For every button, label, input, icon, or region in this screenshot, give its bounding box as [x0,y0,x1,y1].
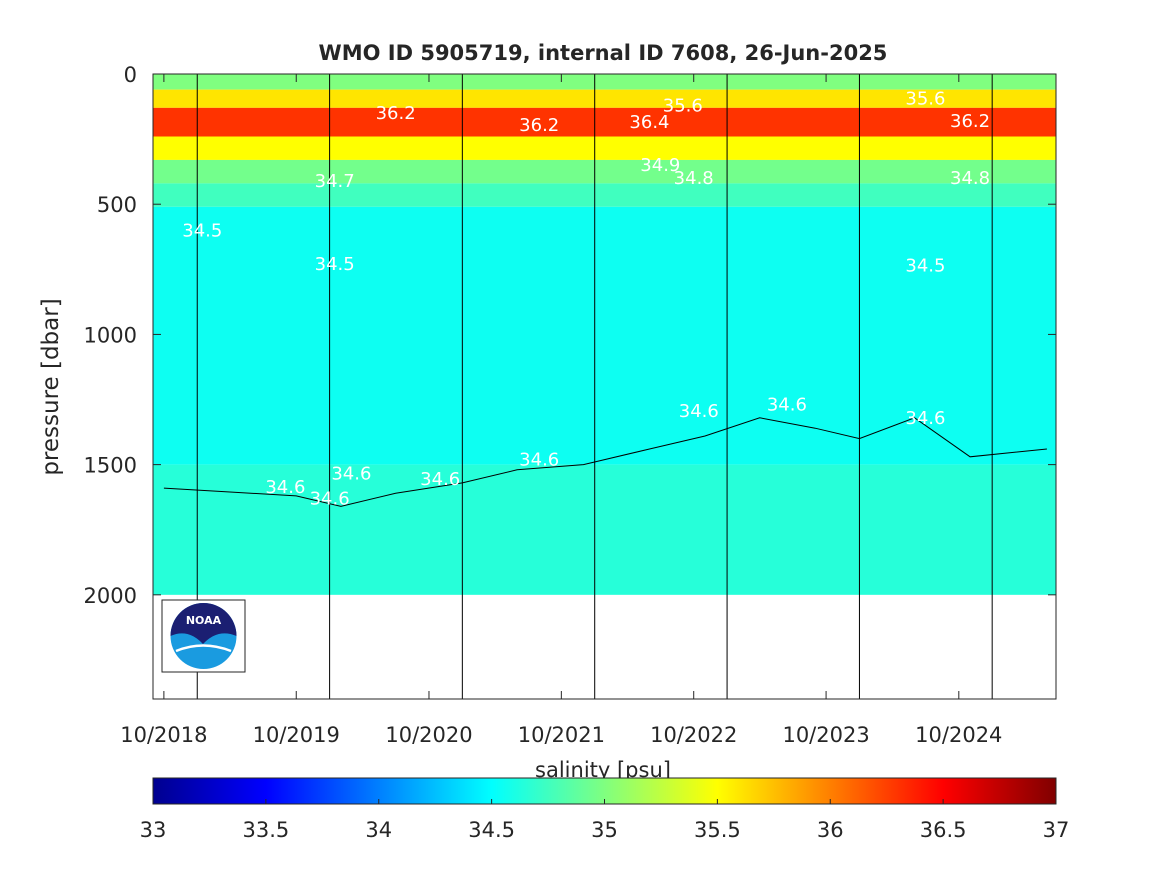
contour-label: 34.6 [519,449,559,470]
y-axis-ticks: 0 500 1000 1500 2000 [84,63,1056,608]
colorbar-tick-label: 34.5 [468,818,515,842]
contour-label: 35.6 [905,89,945,110]
contour-label: 36.2 [376,103,416,124]
contour-label: 36.2 [519,115,559,136]
contour-label: 34.5 [182,220,222,241]
salinity-layer-3 [153,136,1056,160]
contour-label: 36.4 [629,112,669,133]
salinity-layer-4 [153,159,1056,184]
chart-title: WMO ID 5905719, internal ID 7608, 26-Jun… [319,41,888,65]
colorbar-tick-label: 35.5 [694,818,741,842]
x-tick-label: 10/2024 [915,723,1002,747]
y-tick-label: 1500 [84,454,137,478]
contour-label: 36.2 [950,111,990,132]
contour-label: 34.6 [331,464,371,485]
contour-label: 34.8 [950,168,990,189]
salinity-layer-7 [153,464,1056,595]
salinity-layers [153,74,1056,595]
contour-label: 34.5 [905,255,945,276]
contour-label: 34.7 [315,171,355,192]
colorbar-tick-label: 36 [817,818,844,842]
contour-label: 35.6 [663,95,703,116]
contour-label: 34.6 [265,477,305,498]
colorbar-tick-label: 33.5 [242,818,289,842]
section-plot-area: 34.534.5 34.534.7 34.834.934.836.236.2 36.4… [153,74,1056,699]
salinity-layer-5 [153,183,1056,207]
colorbar-ticks: 33 33.5 34 34.5 35 35.5 36 36.5 37 [140,799,1070,842]
y-tick-label: 0 [124,63,137,87]
colorbar-tick-label: 34 [365,818,392,842]
colorbar-tick-label: 35 [591,818,618,842]
contour-label: 34.5 [315,254,355,275]
y-axis-label: pressure [dbar] [38,298,64,475]
y-tick-label: 1000 [84,323,137,347]
contour-label: 34.6 [420,469,460,490]
salinity-layer-0 [153,74,1056,90]
year-marker-lines [196,74,993,699]
noaa-logo: NOAA [161,599,246,673]
y-tick-label: 2000 [84,584,137,608]
x-tick-label: 10/2020 [385,723,472,747]
colorbar-tick-label: 36.5 [920,818,967,842]
contour-label: 34.6 [767,395,807,416]
salinity-layer-2 [153,107,1056,137]
contour-label: 34.6 [310,488,350,509]
x-tick-label: 10/2022 [650,723,737,747]
colorbar-tick-label: 33 [140,818,167,842]
x-axis-ticks: 10/2018 10/2019 10/2020 10/2021 10/2022 10/20… [120,74,1002,747]
x-tick-label: 10/2021 [518,723,605,747]
x-tick-label: 10/2023 [782,723,869,747]
x-tick-label: 10/2018 [120,723,207,747]
contour-label: 34.9 [640,155,680,176]
contour-line-34-6 [163,417,1047,507]
y-tick-label: 500 [97,193,137,217]
salinity-layer-1 [153,89,1056,108]
plot-frame [152,73,1057,700]
colorbar-tick-label: 37 [1043,818,1070,842]
contour-label: 34.8 [674,168,714,189]
contour-labels: 34.534.5 34.534.7 34.834.934.836.236.2 36.4… [182,89,990,510]
x-tick-label: 10/2019 [253,723,340,747]
contour-label: 34.6 [679,401,719,422]
contour-label: 34.6 [905,408,945,429]
svg-text:NOAA: NOAA [186,614,222,627]
